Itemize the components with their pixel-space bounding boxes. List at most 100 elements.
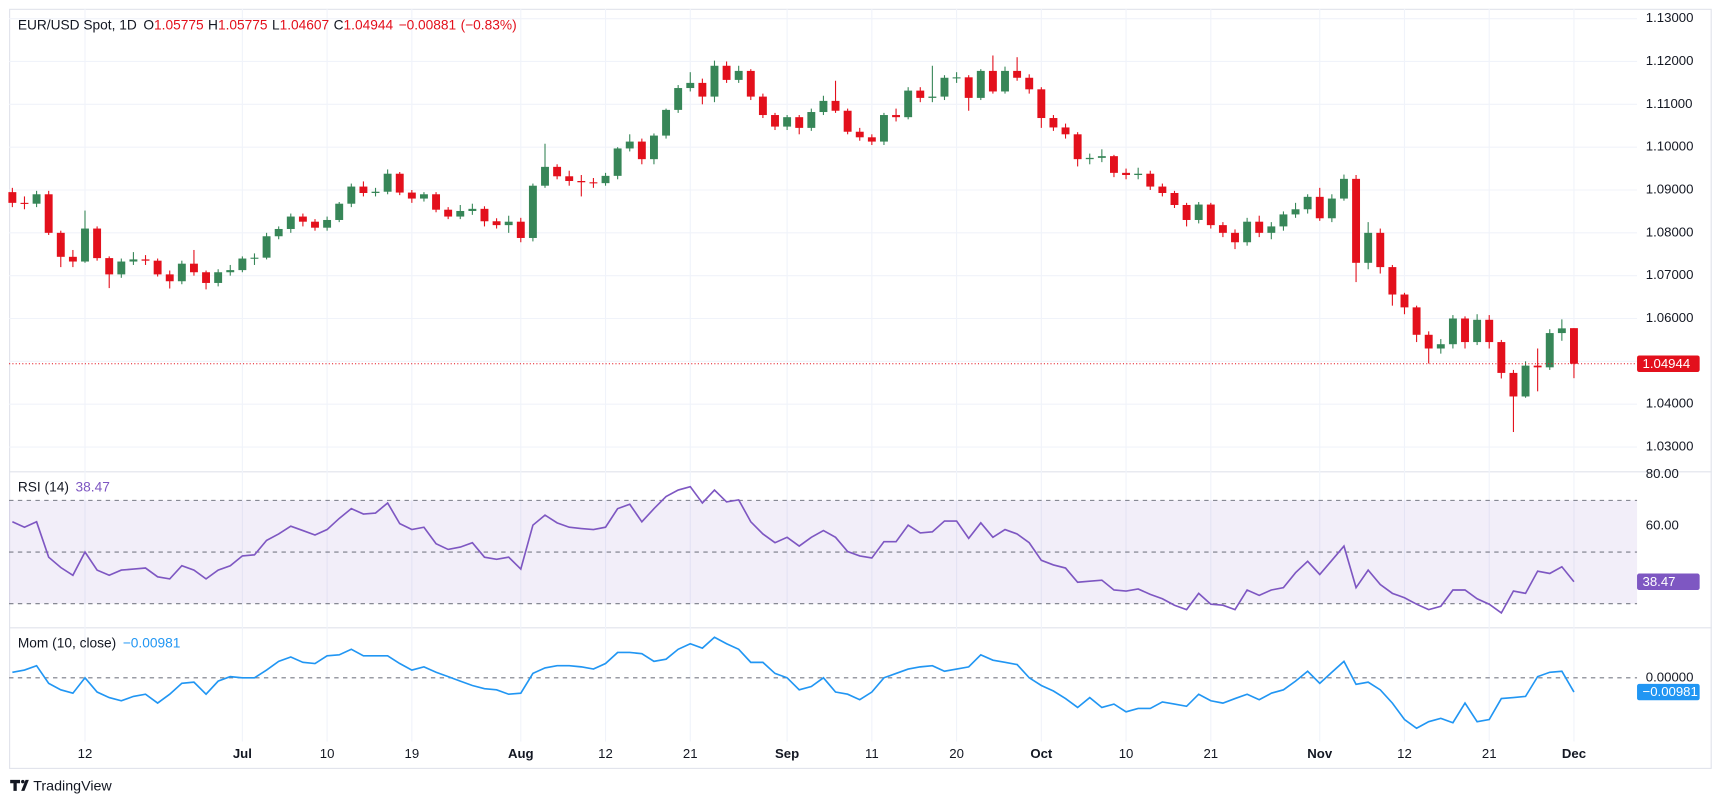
y-tick-label: 1.06000: [1646, 310, 1694, 325]
candle-body: [238, 258, 247, 271]
ohlc-value: 1.05775: [218, 17, 268, 32]
candle-body: [1073, 134, 1082, 160]
x-tick-label: Oct: [1030, 746, 1053, 761]
candle-body: [189, 263, 198, 273]
candle-body: [153, 260, 162, 275]
y-tick-label: 0.00000: [1646, 669, 1694, 684]
x-tick-label: 21: [1203, 746, 1218, 761]
candle-body: [649, 135, 658, 160]
candle-body: [1448, 318, 1457, 345]
candle-body: [1182, 204, 1191, 220]
candle-body: [637, 141, 646, 160]
candle-body: [480, 208, 489, 222]
candle-body: [516, 221, 525, 238]
indicator-header: RSI (14) 38.47: [18, 479, 110, 494]
candle-body: [601, 175, 610, 184]
candle-body: [383, 173, 392, 192]
candle-body: [129, 259, 138, 262]
candle-body: [1400, 294, 1409, 308]
candle-body: [311, 221, 319, 228]
candle-body: [323, 219, 332, 228]
candle-body: [1485, 319, 1494, 343]
price-marker: [1637, 573, 1700, 591]
candle-body: [771, 115, 779, 127]
indicator-value: −0.00981: [123, 635, 181, 650]
candle-body: [904, 90, 913, 118]
candle-body: [444, 209, 453, 217]
ohlc-value: 1.04944: [344, 17, 394, 32]
candle-body: [141, 259, 150, 261]
candle-body: [1340, 178, 1348, 199]
candle-body: [528, 185, 537, 238]
candle-body: [940, 77, 949, 97]
candle-body: [783, 117, 792, 127]
candle-body: [1521, 365, 1530, 397]
candle-body: [1557, 328, 1566, 334]
x-tick-label: 19: [405, 746, 420, 761]
y-tick-label: 1.11000: [1646, 96, 1693, 111]
candle-body: [1388, 267, 1397, 295]
candle-body: [952, 77, 961, 79]
candle-body: [1158, 186, 1167, 193]
y-tick-label: 1.04000: [1646, 396, 1694, 411]
candle-body: [8, 192, 17, 203]
candle-body: [589, 182, 598, 184]
candle-body: [1194, 204, 1203, 220]
candle-body: [831, 100, 840, 111]
candle-body: [1097, 156, 1106, 158]
candle-body: [613, 148, 622, 176]
candle-body: [988, 70, 997, 92]
candle-body: [1533, 365, 1542, 368]
candle-body: [81, 228, 89, 262]
candles: [8, 55, 1578, 433]
candle-body: [1049, 118, 1058, 128]
candle-body: [1570, 328, 1578, 364]
y-tick-label: 1.03000: [1646, 439, 1694, 454]
candle-body: [1001, 70, 1009, 92]
candle-body: [407, 192, 416, 199]
candle-body: [1303, 196, 1312, 210]
candle-body: [371, 191, 380, 193]
candle-body: [964, 77, 973, 98]
candle-body: [1376, 232, 1385, 268]
candle-body: [892, 115, 901, 118]
y-tick-label: 60.00: [1646, 518, 1679, 533]
candle-body: [359, 186, 368, 193]
candle-body: [1206, 204, 1215, 226]
candle-body: [1461, 318, 1469, 343]
candle-body: [734, 70, 743, 80]
y-tick-label: 1.10000: [1646, 139, 1694, 154]
indicator-value: 38.47: [76, 479, 110, 494]
symbol-title: EUR/USD Spot, 1D: [18, 17, 137, 32]
candle-body: [432, 194, 441, 210]
y-tick-label: 1.07000: [1646, 267, 1694, 282]
change: −0.00881: [399, 17, 457, 32]
candle-body: [577, 180, 586, 183]
candle-body: [686, 82, 695, 89]
candle-body: [1497, 342, 1506, 373]
candle-body: [1231, 232, 1239, 243]
x-tick-label: Nov: [1307, 746, 1333, 761]
x-tick-label: 11: [865, 746, 879, 761]
candle-body: [68, 256, 77, 262]
candle-body: [541, 166, 549, 186]
x-tick-label: Dec: [1562, 746, 1586, 761]
legend-header: EUR/USD Spot, 1D O1.05775 H1.05775 L1.04607…: [18, 17, 517, 32]
candle-body: [1025, 77, 1034, 90]
indicator-line: [12, 636, 1575, 730]
candle-body: [976, 70, 985, 98]
indicator-title: RSI (14): [18, 479, 69, 494]
indicator-title: Mom (10, close): [18, 635, 116, 650]
candle-body: [262, 236, 271, 258]
candle-body: [1412, 307, 1421, 335]
ohlc-label: O: [143, 17, 154, 32]
candle-body: [928, 96, 937, 98]
candle-body: [1279, 214, 1288, 227]
x-tick-label: 12: [598, 746, 613, 761]
ohlc-label: H: [208, 17, 218, 32]
candle-body: [662, 109, 671, 136]
candle-body: [746, 70, 755, 97]
ohlc-value: 1.05775: [154, 17, 204, 32]
candle-body: [1315, 196, 1324, 219]
candle-body: [867, 137, 876, 142]
